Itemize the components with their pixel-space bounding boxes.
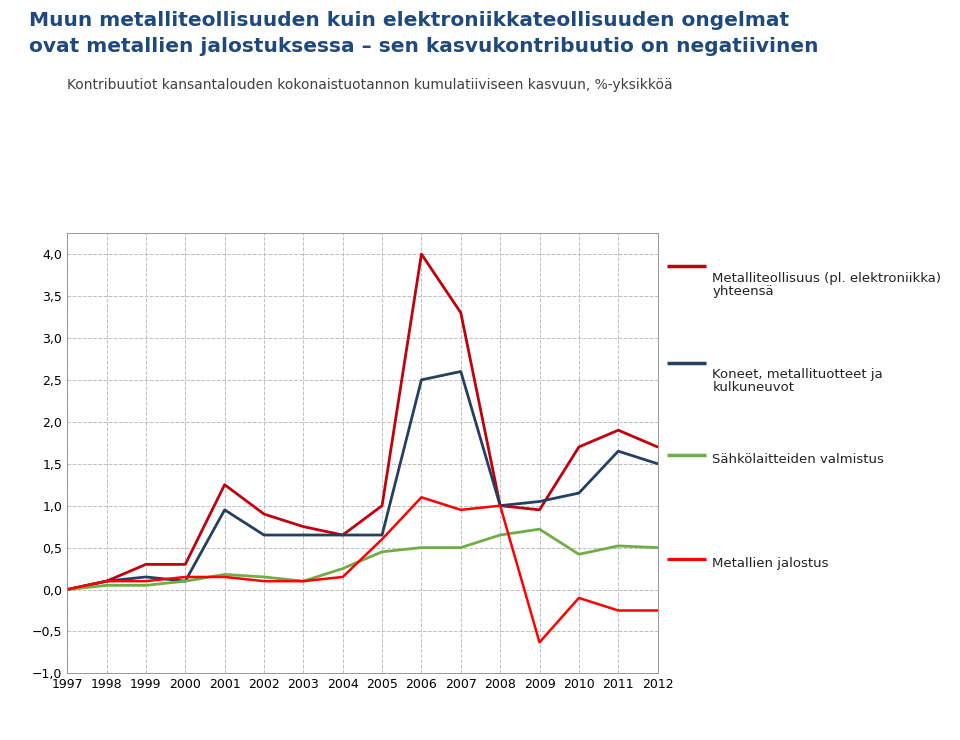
Text: Muun metalliteollisuuden kuin elektroniikkateollisuuden ongelmat: Muun metalliteollisuuden kuin elektronii…	[29, 11, 789, 30]
Text: Koneet, metallituotteet ja: Koneet, metallituotteet ja	[712, 368, 883, 381]
Text: Sähkölaitteiden valmistus: Sähkölaitteiden valmistus	[712, 453, 884, 466]
Text: Metalliteollisuus (pl. elektroniikka): Metalliteollisuus (pl. elektroniikka)	[712, 272, 942, 285]
Text: ovat metallien jalostuksessa – sen kasvukontribuutio on negatiivinen: ovat metallien jalostuksessa – sen kasvu…	[29, 37, 818, 56]
Text: Metallien jalostus: Metallien jalostus	[712, 556, 828, 570]
Text: kulkuneuvot: kulkuneuvot	[712, 381, 794, 394]
Text: yhteensä: yhteensä	[712, 285, 774, 298]
Text: Kontribuutiot kansantalouden kokonaistuotannon kumulatiiviseen kasvuun, %-yksikk: Kontribuutiot kansantalouden kokonaistuo…	[67, 78, 673, 92]
